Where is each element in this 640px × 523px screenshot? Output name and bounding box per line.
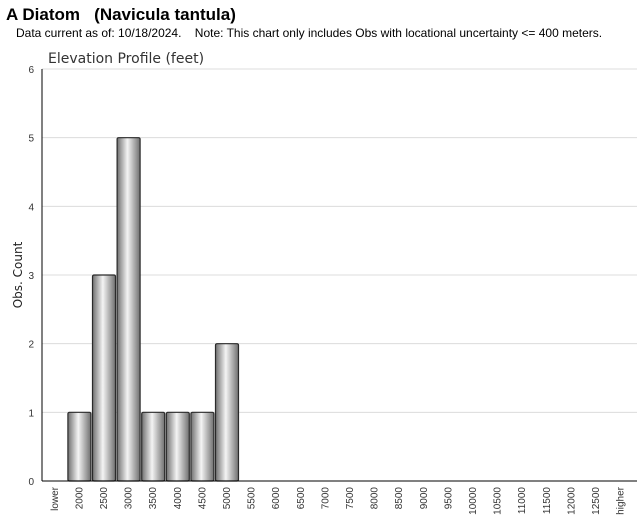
y-tick-label: 6 [28,65,34,76]
x-tick-label: 9500 [443,487,454,510]
y-tick-label: 3 [28,271,34,282]
x-tick-label: 12000 [566,487,577,515]
x-tick-label: 7500 [345,487,356,510]
bars [67,137,240,482]
x-tick-label: 11500 [542,487,553,515]
x-tick-label: 5500 [247,487,258,510]
x-tick-label: 3500 [148,487,159,510]
page-title: A Diatom (Navicula tantula) [6,5,236,24]
bar [91,274,117,482]
y-tick-labels: 0 1 2 3 4 5 6 [28,65,34,488]
y-tick-label: 0 [28,477,34,488]
x-tick-label: 11000 [517,487,528,515]
grid-lines [42,68,637,413]
x-tick-label: 8500 [394,487,405,510]
x-tick-label: 2000 [74,487,85,510]
y-tick-label: 5 [28,134,34,145]
x-tick-label: 6500 [296,487,307,510]
x-tick-label: higher [616,486,627,514]
y-tick-label: 2 [28,340,34,351]
x-tick-label: 3000 [124,487,135,510]
chart-title: Elevation Profile (feet) [48,51,204,67]
x-tick-label: 10000 [468,487,479,515]
x-tick-label: 8000 [370,487,381,510]
x-tick-label: 7000 [320,487,331,510]
page-subtitle: Data current as of: 10/18/2024. Note: Th… [16,26,603,40]
bar [165,411,190,482]
x-tick-label: 9000 [419,487,430,510]
bar [190,411,215,482]
x-tick-labels: lower 2000 2500 3000 3500 4000 4500 5000 5500 600… [50,486,627,514]
x-tick-label: lower [50,486,61,511]
y-tick-label: 4 [28,202,34,213]
x-tick-label: 2500 [99,487,110,510]
bar [141,411,166,482]
x-tick-label: 5000 [222,487,233,510]
x-tick-label: 6000 [271,487,282,510]
axes [41,69,637,482]
bar [214,343,240,482]
bar [67,411,92,482]
x-tick-label: 4500 [197,487,208,510]
y-tick-label: 1 [28,408,34,419]
x-tick-label: 4000 [173,487,184,510]
x-tick-label: 12500 [591,487,602,515]
x-tick-label: 10500 [493,487,504,515]
y-axis-label: Obs. Count [11,241,25,308]
bar [116,137,141,482]
